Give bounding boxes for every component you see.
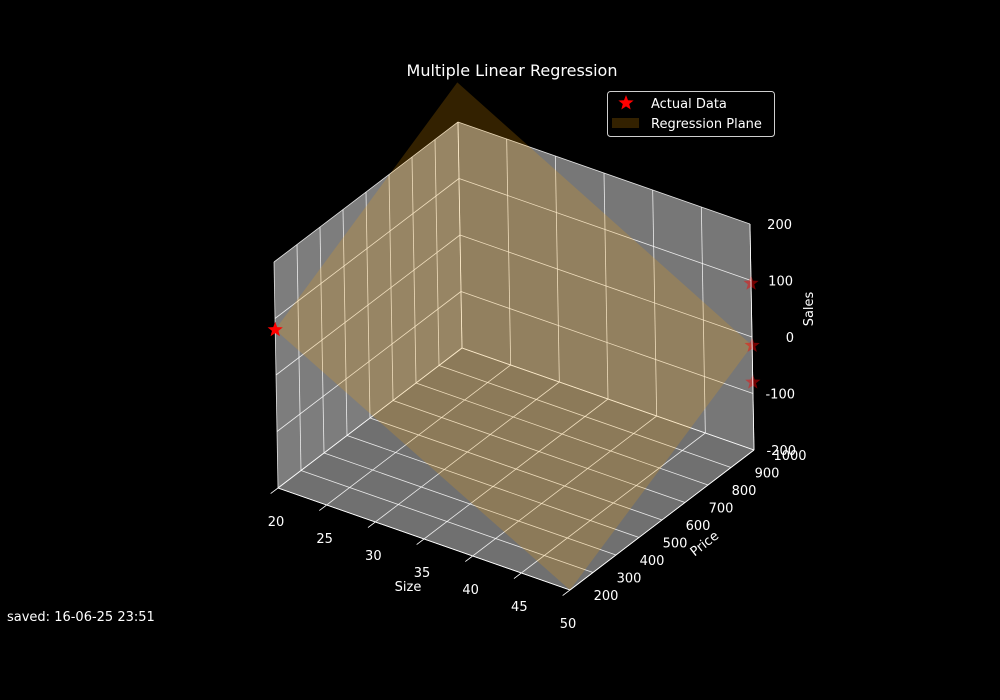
x-tick-label-5: 45: [511, 600, 528, 615]
grid-lines: [273, 121, 755, 591]
grid-z-back-2: [459, 234, 753, 338]
x-tick-label-2: 30: [365, 549, 382, 564]
z-tick-label-4: 200: [767, 218, 792, 233]
grid-y-floor-1: [300, 470, 594, 573]
y-tick-label-0: 200: [594, 589, 619, 604]
legend-plane-swatch: [612, 118, 639, 128]
x-tick-label-6: 50: [560, 617, 577, 632]
legend-box: [607, 91, 775, 137]
y-axis-line: [569, 449, 755, 591]
legend: Actual Data Regression Plane: [607, 91, 775, 137]
x-tick-mark-6: [562, 589, 571, 596]
y-tick-label-5: 700: [709, 502, 734, 517]
y-tick-label-7: 900: [755, 467, 780, 482]
y-tick-label-6: 800: [732, 484, 757, 499]
x-tick-label-4: 40: [462, 583, 479, 598]
grid-z-left-2: [275, 234, 461, 376]
legend-label-regression-plane: Regression Plane: [651, 117, 762, 132]
grid-y-floor-3: [346, 435, 640, 538]
grid-y-floor-6: [415, 382, 709, 486]
y-tick-label-8: 1000: [773, 449, 806, 464]
grid-z-back-0: [461, 347, 755, 451]
grid-z-left-0: [277, 347, 463, 489]
y-tick-label-2: 400: [640, 554, 665, 569]
z-axis-label: Sales: [802, 291, 817, 326]
x-tick-mark-5: [513, 572, 522, 579]
tick-labels: 20 25 30 35 40 45 50 200 300 400 500 600 700 800 900 10…: [268, 218, 807, 632]
z-tick-label-2: 0: [786, 331, 794, 346]
x-tick-mark-4: [465, 555, 473, 562]
grid-z-left-3: [274, 178, 460, 319]
z-tick-label-3: 100: [768, 275, 793, 290]
x-tick-mark-0: [270, 487, 279, 494]
x-tick-label-1: 25: [316, 532, 333, 547]
data-point-0: [267, 321, 283, 337]
grid-y-floor-2: [323, 452, 617, 556]
grid-z-back-1: [460, 291, 754, 394]
saved-timestamp: saved: 16-06-25 23:51: [7, 610, 155, 625]
axis-lines: [270, 223, 755, 596]
x-axis-label: Size: [395, 580, 422, 595]
y-tick-label-3: 500: [663, 537, 688, 552]
x-tick-label-0: 20: [268, 515, 285, 530]
grid-z-left-1: [276, 291, 462, 432]
x-tick-mark-2: [367, 521, 376, 528]
z-axis-line: [749, 223, 755, 451]
chart-title: Multiple Linear Regression: [407, 61, 618, 80]
grid-z-left-4: [273, 121, 459, 263]
grid-z-back-3: [458, 178, 752, 281]
legend-star-icon: [618, 95, 634, 110]
x-tick-label-3: 35: [414, 566, 431, 581]
regression-plane: [275, 82, 753, 591]
z-tick-label-1: -100: [765, 388, 795, 403]
x-tick-mark-1: [319, 504, 327, 511]
y-tick-label-4: 600: [686, 519, 711, 534]
y-tick-label-1: 300: [617, 572, 642, 587]
x-tick-mark-3: [416, 538, 425, 545]
regression-plane-layer: [275, 82, 753, 591]
grid-y-floor-7: [438, 365, 732, 468]
grid-y-floor-5: [392, 400, 686, 503]
z-tick-label-0: -200: [766, 444, 796, 459]
legend-label-actual-data: Actual Data: [651, 97, 727, 112]
grid-z-back-4: [457, 121, 751, 225]
grid-y-floor-4: [369, 417, 663, 521]
